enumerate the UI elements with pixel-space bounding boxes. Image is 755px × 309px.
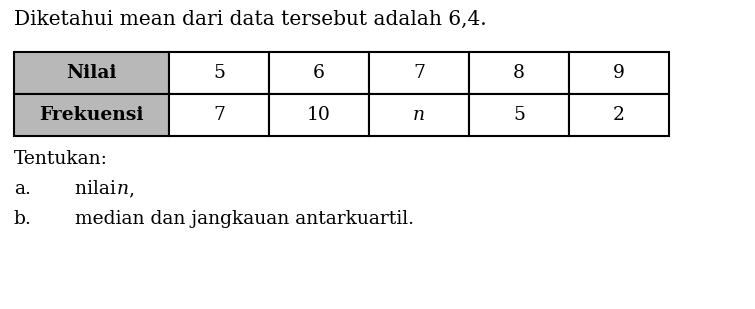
Text: 9: 9 xyxy=(613,64,625,82)
Text: nilai: nilai xyxy=(75,180,122,198)
Text: 2: 2 xyxy=(613,106,625,124)
Bar xyxy=(369,52,469,94)
Bar xyxy=(169,52,269,94)
Text: 8: 8 xyxy=(513,64,525,82)
Text: 6: 6 xyxy=(313,64,325,82)
Text: Frekuensi: Frekuensi xyxy=(39,106,143,124)
Bar xyxy=(14,94,169,136)
Bar xyxy=(369,94,469,136)
Text: median dan jangkauan antarkuartil.: median dan jangkauan antarkuartil. xyxy=(75,210,414,228)
Bar xyxy=(169,94,269,136)
Text: b.: b. xyxy=(14,210,32,228)
Bar xyxy=(569,94,669,136)
Text: 7: 7 xyxy=(213,106,225,124)
Text: n: n xyxy=(117,180,129,198)
Bar xyxy=(569,52,669,94)
Text: Nilai: Nilai xyxy=(66,64,117,82)
Text: n: n xyxy=(413,106,425,124)
Bar xyxy=(469,52,569,94)
Bar xyxy=(269,52,369,94)
Bar xyxy=(14,52,169,94)
Text: 5: 5 xyxy=(513,106,525,124)
Text: Diketahui mean dari data tersebut adalah 6,4.: Diketahui mean dari data tersebut adalah… xyxy=(14,10,487,29)
Text: 5: 5 xyxy=(213,64,225,82)
Bar xyxy=(469,94,569,136)
Text: 10: 10 xyxy=(307,106,331,124)
Text: a.: a. xyxy=(14,180,31,198)
Bar xyxy=(269,94,369,136)
Text: 7: 7 xyxy=(413,64,425,82)
Text: Tentukan:: Tentukan: xyxy=(14,150,108,168)
Text: ,: , xyxy=(128,180,134,198)
